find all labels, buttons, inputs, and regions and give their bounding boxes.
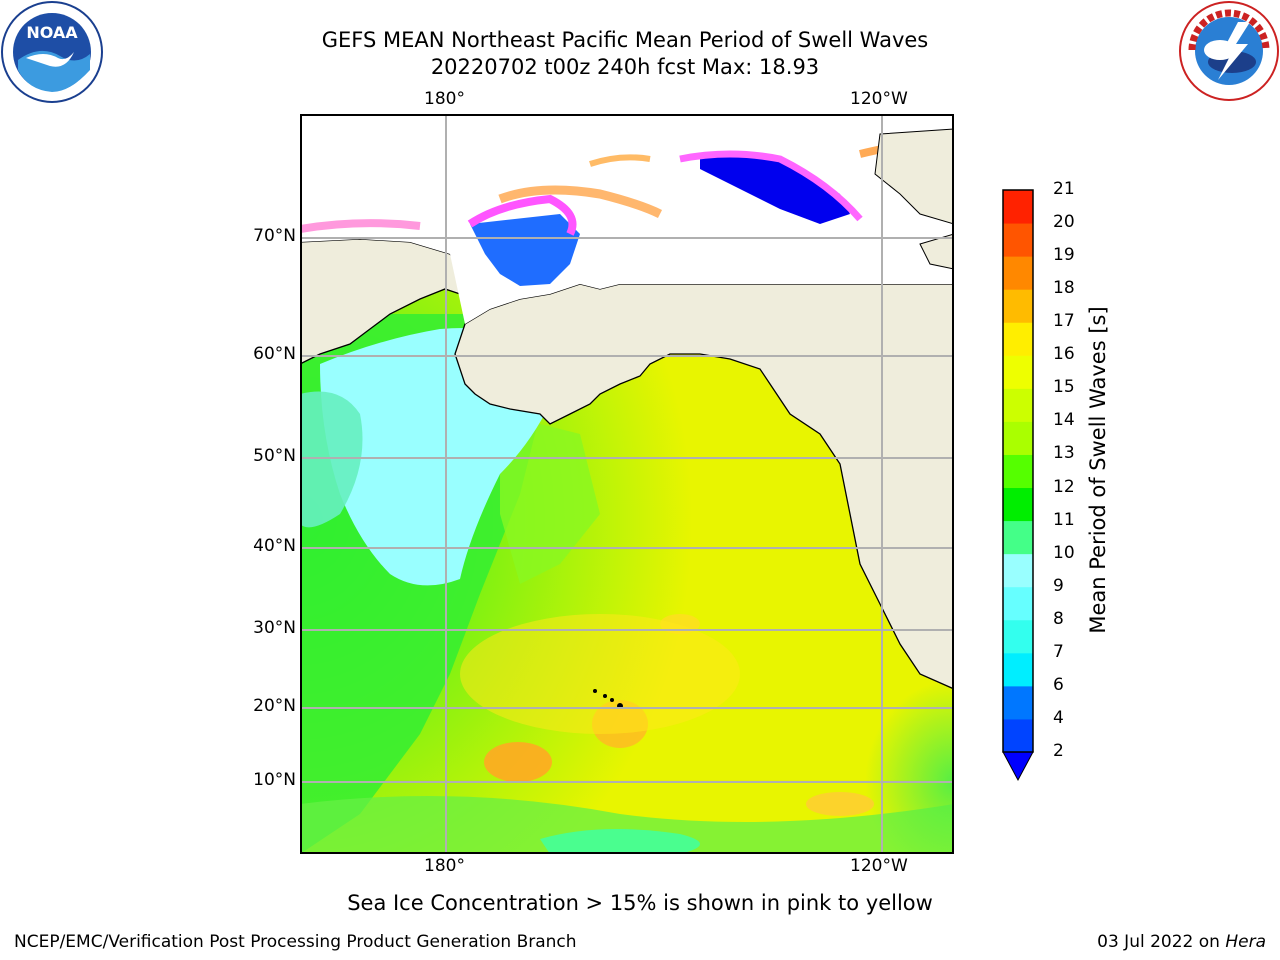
- map-frame: [300, 114, 954, 854]
- lat-label-10n: 10°N: [253, 770, 296, 790]
- date-value: 03 Jul 2022 on: [1097, 932, 1220, 952]
- colorbar-segment: [1003, 718, 1033, 753]
- colorbar: [1002, 189, 1034, 782]
- land-arctic-islands: [874, 128, 954, 225]
- sea-ice-note: Sea Ice Concentration > 15% is shown in …: [347, 891, 933, 915]
- colorbar-tick-label: 16: [1053, 344, 1075, 365]
- colorbar-segment: [1003, 223, 1033, 257]
- land-mexico: [940, 634, 954, 689]
- beaufort-blue: [700, 154, 850, 224]
- colorbar-under-triangle: [1002, 751, 1034, 782]
- lat-label-60n: 60°N: [253, 344, 296, 364]
- ocean-cyan-north-2: [300, 391, 363, 528]
- sea-ice-orange-2: [300, 219, 421, 233]
- colorbar-segment: [1003, 289, 1033, 323]
- colorbar-tick-label: 2: [1053, 741, 1064, 761]
- colorbar-tick-label: 13: [1053, 443, 1075, 464]
- noaa-logo-text: NOAA: [26, 23, 78, 42]
- chart-subtitle: 20220702 t00z 240h fcst Max: 18.93: [430, 55, 820, 79]
- lat-label-50n: 50°N: [253, 446, 296, 466]
- ocean-orange-patch-3: [806, 792, 874, 816]
- colorbar-tick-label: 19: [1053, 245, 1075, 266]
- gridlines: [300, 114, 954, 854]
- colorbar-tick-label: 7: [1053, 641, 1064, 662]
- sea-ice-pink-1: [467, 194, 577, 236]
- lon-label-bottom-180: 180°: [424, 856, 465, 876]
- lat-label-20n: 20°N: [253, 696, 296, 716]
- colorbar-tick-label: 21: [1053, 179, 1075, 199]
- colorbar-segment: [1003, 619, 1033, 654]
- land-siberia: [300, 238, 471, 365]
- date-text: 03 Jul 2022 on Hera: [1097, 932, 1266, 952]
- colorbar-tick-label: 12: [1053, 476, 1075, 497]
- colorbar-segment: [1003, 421, 1033, 455]
- lon-label-bottom-120w: 120°W: [850, 856, 908, 876]
- colorbar-segment: [1003, 553, 1033, 588]
- nws-logo: [1179, 1, 1279, 101]
- swell-period-map: [300, 114, 954, 854]
- colorbar-segment: [1003, 190, 1033, 224]
- colorbar-segment: [1003, 322, 1033, 356]
- sea-ice-pink-2: [679, 150, 863, 222]
- ocean-orange-patch-1: [484, 742, 552, 782]
- colorbar-segment: [1003, 388, 1033, 422]
- land-north-america: [454, 283, 954, 690]
- ocean-yellow-patch-1: [460, 614, 740, 734]
- colorbar-label: Mean Period of Swell Waves [s]: [1086, 306, 1110, 634]
- colorbar-tick-label: 15: [1053, 377, 1075, 398]
- colorbar-tick-label: 18: [1053, 278, 1075, 299]
- colorbar-segment: [1003, 454, 1033, 489]
- colorbar-tick-label: 9: [1053, 575, 1064, 596]
- colorbar-tick-label: 17: [1053, 311, 1075, 332]
- lat-label-30n: 30°N: [253, 618, 296, 638]
- chart-title: GEFS MEAN Northeast Pacific Mean Period …: [321, 28, 929, 52]
- colorbar-tick-label: 8: [1053, 608, 1064, 629]
- colorbar-segment: [1003, 685, 1033, 720]
- lat-label-40n: 40°N: [253, 536, 296, 556]
- colorbar-tick-label: 11: [1053, 509, 1075, 530]
- ocean-south-cyan: [540, 829, 700, 854]
- colorbar-segment: [1003, 355, 1033, 389]
- chukchi-sea: [470, 214, 580, 286]
- colorbar-frame: [1002, 189, 1034, 753]
- colorbar-segment: [1003, 652, 1033, 687]
- machine-name: Hera: [1225, 932, 1266, 952]
- lat-label-70n: 70°N: [253, 226, 296, 246]
- sea-ice-orange-4: [589, 154, 651, 167]
- colorbar-segment: [1003, 256, 1033, 290]
- lon-label-top-120w: 120°W: [850, 89, 908, 109]
- colorbar-segment: [1003, 520, 1033, 555]
- colorbar-tick-label: 20: [1053, 212, 1075, 233]
- colorbar-tick-label: 10: [1053, 542, 1075, 563]
- sea-ice-orange-1: [498, 185, 663, 219]
- colorbar-tick-label: 4: [1053, 707, 1064, 728]
- colorbar-tick-label: 14: [1053, 410, 1075, 431]
- lon-label-top-180: 180°: [424, 89, 465, 109]
- colorbar-segment: [1003, 487, 1033, 522]
- colorbar-tick-label: 6: [1053, 674, 1064, 695]
- noaa-logo: NOAA: [1, 1, 103, 103]
- colorbar-segment: [1003, 586, 1033, 621]
- ocean-mid-green: [500, 414, 600, 584]
- credit-text: NCEP/EMC/Verification Post Processing Pr…: [14, 932, 577, 952]
